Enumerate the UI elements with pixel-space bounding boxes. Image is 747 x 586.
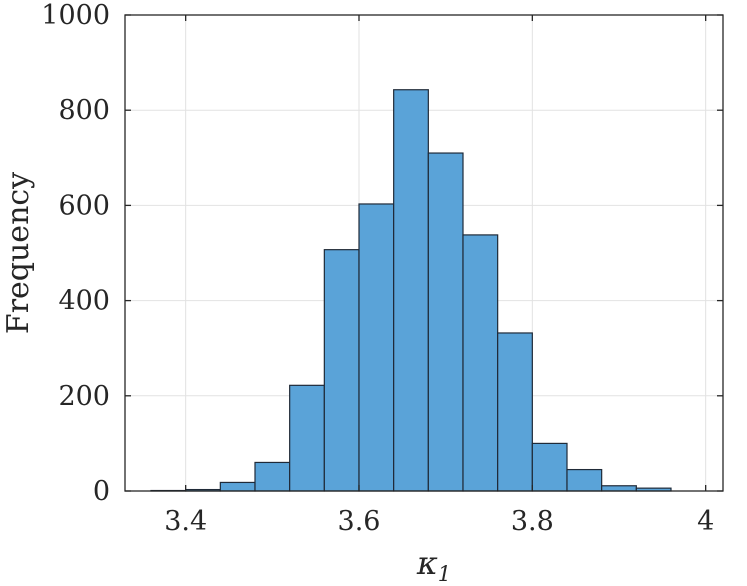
histogram-bar xyxy=(531,442,568,492)
histogram-bar xyxy=(601,485,637,492)
histogram-bar xyxy=(219,481,256,492)
histogram-bar xyxy=(393,89,429,492)
x-tick-label: 3.4 xyxy=(164,506,207,537)
histogram-bar xyxy=(289,384,325,492)
y-tick-label: 1000 xyxy=(41,0,110,31)
histogram-bar xyxy=(462,234,499,492)
x-axis-title-symbol: κ xyxy=(416,544,438,582)
y-axis-title: Frequency xyxy=(1,172,36,334)
x-axis-title: κ1 xyxy=(416,544,451,586)
x-tick-label: 3.8 xyxy=(511,506,554,537)
y-tick-label: 200 xyxy=(58,381,110,412)
histogram-bar xyxy=(497,332,533,492)
histogram-bar xyxy=(358,203,395,492)
histogram-bar xyxy=(254,461,291,492)
plot-frame xyxy=(124,14,724,492)
y-tick-label: 800 xyxy=(58,95,110,126)
x-tick-label: 3.6 xyxy=(338,506,381,537)
y-tick-label: 600 xyxy=(58,190,110,221)
histogram-bar xyxy=(566,468,603,492)
tick-labels: 3.4 3.6 3.8 4 0 200 400 600 800 1000 xyxy=(41,0,714,537)
y-tick-label: 400 xyxy=(58,286,110,317)
histogram-bar xyxy=(427,152,464,492)
x-axis-title-subscript: 1 xyxy=(438,562,451,586)
histogram-bar xyxy=(323,249,360,492)
axes xyxy=(124,14,724,492)
histogram-bars xyxy=(150,89,672,492)
x-tick-label: 4 xyxy=(697,506,714,537)
y-tick-label: 0 xyxy=(93,476,110,507)
